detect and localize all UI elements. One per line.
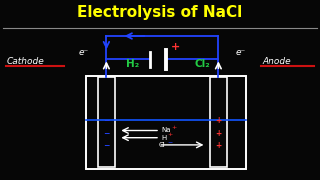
Text: H₂: H₂ (126, 59, 139, 69)
Text: +: + (167, 132, 172, 137)
Text: e⁻: e⁻ (79, 48, 89, 57)
Text: −: − (103, 116, 109, 125)
Text: +: + (172, 42, 180, 52)
Bar (98, 77, 115, 167)
Text: +: + (215, 129, 221, 138)
Text: H: H (162, 135, 167, 141)
Text: −: − (103, 129, 109, 138)
Text: +: + (215, 116, 221, 125)
Text: Electrolysis of NaCl: Electrolysis of NaCl (77, 4, 243, 19)
Text: +: + (215, 141, 221, 150)
Text: Cathode: Cathode (6, 57, 44, 66)
Text: Anode: Anode (262, 57, 291, 66)
Text: Na: Na (162, 127, 171, 134)
Bar (210, 77, 227, 167)
Text: Cl₂: Cl₂ (195, 59, 210, 69)
Text: −: − (167, 139, 172, 144)
Text: e⁻: e⁻ (236, 48, 246, 57)
Bar (86, 76, 246, 169)
Text: Cl: Cl (158, 142, 165, 148)
Text: +: + (171, 125, 176, 130)
Text: −: − (103, 141, 109, 150)
